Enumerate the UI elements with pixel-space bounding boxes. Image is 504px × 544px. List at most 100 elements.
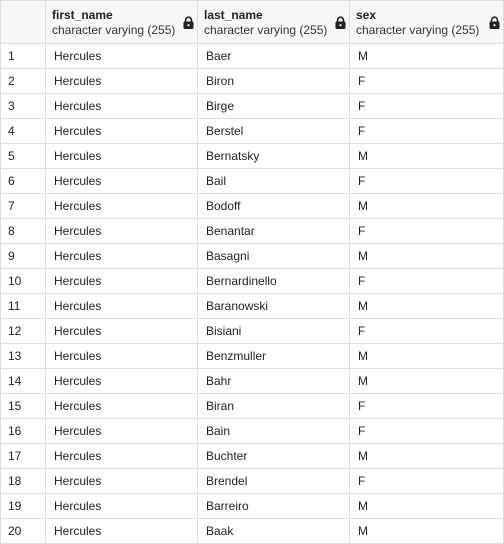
row-number[interactable]: 2 — [0, 68, 46, 94]
row-number[interactable]: 1 — [0, 43, 46, 69]
cell-first-name[interactable]: Hercules — [45, 243, 198, 269]
table-row[interactable]: 20 Hercules Baak M — [0, 518, 504, 544]
cell-first-name[interactable]: Hercules — [45, 68, 198, 94]
cell-first-name[interactable]: Hercules — [45, 293, 198, 319]
row-number[interactable]: 18 — [0, 468, 46, 494]
cell-first-name[interactable]: Hercules — [45, 318, 198, 344]
cell-sex[interactable]: M — [349, 243, 504, 269]
cell-last-name[interactable]: Brendel — [197, 468, 350, 494]
table-row[interactable]: 12 Hercules Bisiani F — [0, 318, 504, 344]
cell-last-name[interactable]: Baer — [197, 43, 350, 69]
table-row[interactable]: 3 Hercules Birge F — [0, 93, 504, 119]
cell-sex[interactable]: M — [349, 343, 504, 369]
cell-sex[interactable]: M — [349, 443, 504, 469]
cell-first-name[interactable]: Hercules — [45, 168, 198, 194]
cell-last-name[interactable]: Barreiro — [197, 493, 350, 519]
cell-sex[interactable]: M — [349, 293, 504, 319]
row-number-header[interactable] — [0, 0, 46, 44]
cell-last-name[interactable]: Birge — [197, 93, 350, 119]
cell-first-name[interactable]: Hercules — [45, 343, 198, 369]
table-row[interactable]: 2 Hercules Biron F — [0, 68, 504, 94]
cell-sex[interactable]: M — [349, 143, 504, 169]
row-number[interactable]: 17 — [0, 443, 46, 469]
cell-last-name[interactable]: Bahr — [197, 368, 350, 394]
table-row[interactable]: 8 Hercules Benantar F — [0, 218, 504, 244]
row-number[interactable]: 7 — [0, 193, 46, 219]
cell-last-name[interactable]: Bernardinello — [197, 268, 350, 294]
cell-sex[interactable]: F — [349, 318, 504, 344]
row-number[interactable]: 11 — [0, 293, 46, 319]
table-row[interactable]: 15 Hercules Biran F — [0, 393, 504, 419]
row-number[interactable]: 4 — [0, 118, 46, 144]
row-number[interactable]: 6 — [0, 168, 46, 194]
table-row[interactable]: 17 Hercules Buchter M — [0, 443, 504, 469]
table-row[interactable]: 4 Hercules Berstel F — [0, 118, 504, 144]
cell-last-name[interactable]: Baak — [197, 518, 350, 544]
table-row[interactable]: 18 Hercules Brendel F — [0, 468, 504, 494]
cell-first-name[interactable]: Hercules — [45, 368, 198, 394]
row-number[interactable]: 20 — [0, 518, 46, 544]
cell-sex[interactable]: F — [349, 93, 504, 119]
table-row[interactable]: 13 Hercules Benzmuller M — [0, 343, 504, 369]
cell-sex[interactable]: F — [349, 218, 504, 244]
table-row[interactable]: 9 Hercules Basagni M — [0, 243, 504, 269]
table-row[interactable]: 10 Hercules Bernardinello F — [0, 268, 504, 294]
table-row[interactable]: 1 Hercules Baer M — [0, 43, 504, 69]
cell-last-name[interactable]: Berstel — [197, 118, 350, 144]
table-row[interactable]: 7 Hercules Bodoff M — [0, 193, 504, 219]
cell-first-name[interactable]: Hercules — [45, 493, 198, 519]
cell-first-name[interactable]: Hercules — [45, 268, 198, 294]
cell-last-name[interactable]: Bain — [197, 418, 350, 444]
cell-last-name[interactable]: Bernatsky — [197, 143, 350, 169]
cell-last-name[interactable]: Bodoff — [197, 193, 350, 219]
cell-first-name[interactable]: Hercules — [45, 193, 198, 219]
cell-first-name[interactable]: Hercules — [45, 443, 198, 469]
column-header-last-name[interactable]: last_name character varying (255) — [197, 0, 350, 44]
table-row[interactable]: 14 Hercules Bahr M — [0, 368, 504, 394]
cell-first-name[interactable]: Hercules — [45, 143, 198, 169]
cell-first-name[interactable]: Hercules — [45, 218, 198, 244]
row-number[interactable]: 13 — [0, 343, 46, 369]
cell-first-name[interactable]: Hercules — [45, 93, 198, 119]
table-row[interactable]: 16 Hercules Bain F — [0, 418, 504, 444]
cell-last-name[interactable]: Bisiani — [197, 318, 350, 344]
cell-last-name[interactable]: Buchter — [197, 443, 350, 469]
cell-last-name[interactable]: Benzmuller — [197, 343, 350, 369]
cell-last-name[interactable]: Biran — [197, 393, 350, 419]
column-header-sex[interactable]: sex character varying (255) — [349, 0, 504, 44]
column-header-first-name[interactable]: first_name character varying (255) — [45, 0, 198, 44]
cell-first-name[interactable]: Hercules — [45, 418, 198, 444]
row-number[interactable]: 10 — [0, 268, 46, 294]
table-row[interactable]: 19 Hercules Barreiro M — [0, 493, 504, 519]
cell-sex[interactable]: F — [349, 468, 504, 494]
table-row[interactable]: 5 Hercules Bernatsky M — [0, 143, 504, 169]
cell-first-name[interactable]: Hercules — [45, 468, 198, 494]
row-number[interactable]: 8 — [0, 218, 46, 244]
row-number[interactable]: 14 — [0, 368, 46, 394]
cell-sex[interactable]: F — [349, 393, 504, 419]
cell-sex[interactable]: F — [349, 268, 504, 294]
cell-sex[interactable]: F — [349, 168, 504, 194]
row-number[interactable]: 16 — [0, 418, 46, 444]
cell-sex[interactable]: F — [349, 118, 504, 144]
cell-first-name[interactable]: Hercules — [45, 393, 198, 419]
cell-sex[interactable]: F — [349, 418, 504, 444]
row-number[interactable]: 9 — [0, 243, 46, 269]
cell-last-name[interactable]: Bail — [197, 168, 350, 194]
cell-first-name[interactable]: Hercules — [45, 43, 198, 69]
cell-sex[interactable]: M — [349, 193, 504, 219]
cell-sex[interactable]: M — [349, 493, 504, 519]
cell-last-name[interactable]: Biron — [197, 68, 350, 94]
cell-first-name[interactable]: Hercules — [45, 118, 198, 144]
row-number[interactable]: 3 — [0, 93, 46, 119]
row-number[interactable]: 5 — [0, 143, 46, 169]
cell-sex[interactable]: F — [349, 68, 504, 94]
cell-first-name[interactable]: Hercules — [45, 518, 198, 544]
table-row[interactable]: 11 Hercules Baranowski M — [0, 293, 504, 319]
cell-sex[interactable]: M — [349, 518, 504, 544]
cell-sex[interactable]: M — [349, 368, 504, 394]
cell-last-name[interactable]: Basagni — [197, 243, 350, 269]
row-number[interactable]: 19 — [0, 493, 46, 519]
cell-last-name[interactable]: Benantar — [197, 218, 350, 244]
table-row[interactable]: 6 Hercules Bail F — [0, 168, 504, 194]
